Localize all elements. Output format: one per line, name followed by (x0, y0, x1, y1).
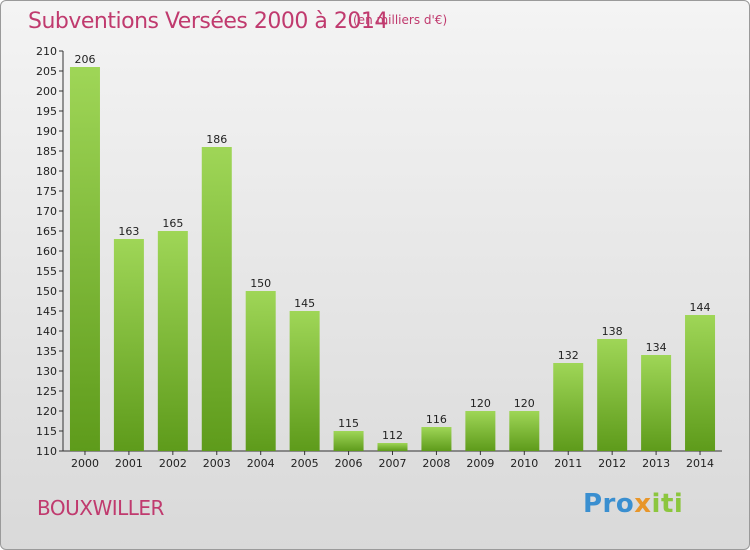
x-tick-label-2003: 2003 (203, 457, 231, 470)
y-tick-label: 180 (36, 165, 57, 178)
bar-2008 (421, 427, 452, 451)
data-label-2008: 116 (426, 413, 447, 426)
y-tick-label: 110 (36, 445, 57, 458)
data-label-2006: 115 (338, 417, 359, 430)
y-tick-label: 195 (36, 105, 57, 118)
x-tick-label-2011: 2011 (554, 457, 582, 470)
y-tick-label: 160 (36, 245, 57, 258)
y-tick-label: 135 (36, 345, 57, 358)
y-tick-label: 145 (36, 305, 57, 318)
y-tick-label: 185 (36, 145, 57, 158)
data-label-2011: 132 (558, 349, 579, 362)
bar-2014 (685, 315, 716, 451)
y-tick-label: 175 (36, 185, 57, 198)
bar-2000 (69, 67, 100, 451)
town-name: BOUXWILLER (37, 496, 164, 520)
y-tick-label: 165 (36, 225, 57, 238)
bar-2003 (201, 147, 232, 451)
y-tick-label: 150 (36, 285, 57, 298)
x-tick-label-2004: 2004 (247, 457, 275, 470)
data-label-2005: 145 (294, 297, 315, 310)
chart-unit: (en milliers d'€) (353, 13, 448, 27)
bar-2012 (597, 339, 628, 451)
data-label-2013: 134 (646, 341, 667, 354)
y-tick-label: 170 (36, 205, 57, 218)
x-tick-label-2005: 2005 (291, 457, 319, 470)
x-tick-label-2013: 2013 (642, 457, 670, 470)
bar-2004 (245, 291, 276, 451)
data-label-2004: 150 (250, 277, 271, 290)
bar-2005 (289, 311, 320, 451)
data-label-2010: 120 (514, 397, 535, 410)
x-tick-label-2007: 2007 (379, 457, 407, 470)
x-tick-label-2001: 2001 (115, 457, 143, 470)
x-tick-label-2012: 2012 (598, 457, 626, 470)
bar-2010 (509, 411, 540, 451)
bar-2007 (377, 443, 408, 451)
x-tick-label-2008: 2008 (422, 457, 450, 470)
data-label-2012: 138 (602, 325, 623, 338)
y-tick-label: 130 (36, 365, 57, 378)
x-tick-label-2002: 2002 (159, 457, 187, 470)
data-label-2001: 163 (118, 225, 139, 238)
bar-2002 (157, 231, 188, 451)
bar-2009 (465, 411, 496, 451)
x-tick-label-2009: 2009 (466, 457, 494, 470)
bar-2006 (333, 431, 364, 451)
y-tick-label: 140 (36, 325, 57, 338)
data-label-2014: 144 (690, 301, 711, 314)
x-tick-label-2000: 2000 (71, 457, 99, 470)
bar-2013 (641, 355, 672, 451)
y-tick-label: 210 (36, 45, 57, 58)
data-label-2000: 206 (74, 53, 95, 66)
data-label-2003: 186 (206, 133, 227, 146)
y-tick-label: 125 (36, 385, 57, 398)
data-label-2007: 112 (382, 429, 403, 442)
y-tick-label: 200 (36, 85, 57, 98)
data-label-2002: 165 (162, 217, 183, 230)
y-tick-label: 115 (36, 425, 57, 438)
bar-2011 (553, 363, 584, 451)
chart-title: Subventions Versées 2000 à 2014 (28, 9, 388, 34)
proxiti-logo: Proxiti (583, 489, 684, 519)
x-tick-label-2014: 2014 (686, 457, 714, 470)
bar-2001 (113, 239, 144, 451)
y-tick-label: 190 (36, 125, 57, 138)
y-tick-label: 120 (36, 405, 57, 418)
y-tick-label: 205 (36, 65, 57, 78)
x-tick-label-2006: 2006 (335, 457, 363, 470)
data-label-2009: 120 (470, 397, 491, 410)
x-tick-label-2010: 2010 (510, 457, 538, 470)
y-tick-label: 155 (36, 265, 57, 278)
